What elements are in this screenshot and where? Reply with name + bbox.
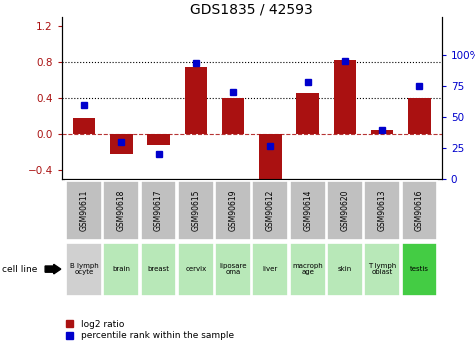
Bar: [371, 130, 393, 134]
Bar: [73, 118, 95, 134]
Bar: [178, 181, 214, 240]
Text: breast: breast: [148, 266, 170, 272]
Text: B lymph
ocyte: B lymph ocyte: [70, 263, 98, 275]
Text: GSM90612: GSM90612: [266, 190, 275, 231]
Bar: [296, 93, 319, 134]
Bar: [66, 181, 102, 240]
Text: GSM90618: GSM90618: [117, 190, 126, 231]
Text: GSM90614: GSM90614: [303, 190, 312, 231]
Bar: [364, 243, 400, 296]
Text: GSM90619: GSM90619: [228, 190, 238, 231]
Bar: [401, 181, 437, 240]
Bar: [66, 243, 102, 296]
Text: GSM90620: GSM90620: [341, 190, 350, 231]
Bar: [327, 181, 363, 240]
Text: macroph
age: macroph age: [292, 263, 323, 275]
Text: liver: liver: [263, 266, 278, 272]
Bar: [290, 181, 325, 240]
Bar: [327, 243, 363, 296]
Text: brain: brain: [113, 266, 130, 272]
Bar: [253, 181, 288, 240]
Legend: log2 ratio, percentile rank within the sample: log2 ratio, percentile rank within the s…: [66, 320, 234, 341]
Bar: [141, 243, 177, 296]
Text: GSM90615: GSM90615: [191, 190, 200, 231]
Text: GSM90616: GSM90616: [415, 190, 424, 231]
Bar: [185, 67, 207, 134]
Text: T lymph
oblast: T lymph oblast: [368, 263, 396, 275]
Bar: [364, 181, 400, 240]
Bar: [104, 181, 139, 240]
Text: testis: testis: [410, 266, 429, 272]
Bar: [222, 98, 244, 134]
Text: liposare
oma: liposare oma: [219, 263, 247, 275]
Text: GSM90617: GSM90617: [154, 190, 163, 231]
Text: GSM90613: GSM90613: [378, 190, 387, 231]
Bar: [334, 60, 356, 134]
Text: cell line: cell line: [2, 265, 38, 274]
Bar: [259, 134, 282, 181]
Bar: [141, 181, 177, 240]
Bar: [401, 243, 437, 296]
Text: skin: skin: [338, 266, 352, 272]
Bar: [147, 134, 170, 145]
Bar: [215, 243, 251, 296]
Bar: [290, 243, 325, 296]
Title: GDS1835 / 42593: GDS1835 / 42593: [190, 2, 313, 16]
Bar: [408, 98, 430, 134]
Bar: [110, 134, 133, 154]
Bar: [253, 243, 288, 296]
Bar: [178, 243, 214, 296]
Text: GSM90611: GSM90611: [80, 190, 89, 231]
Bar: [215, 181, 251, 240]
Bar: [104, 243, 139, 296]
Text: cervix: cervix: [185, 266, 207, 272]
